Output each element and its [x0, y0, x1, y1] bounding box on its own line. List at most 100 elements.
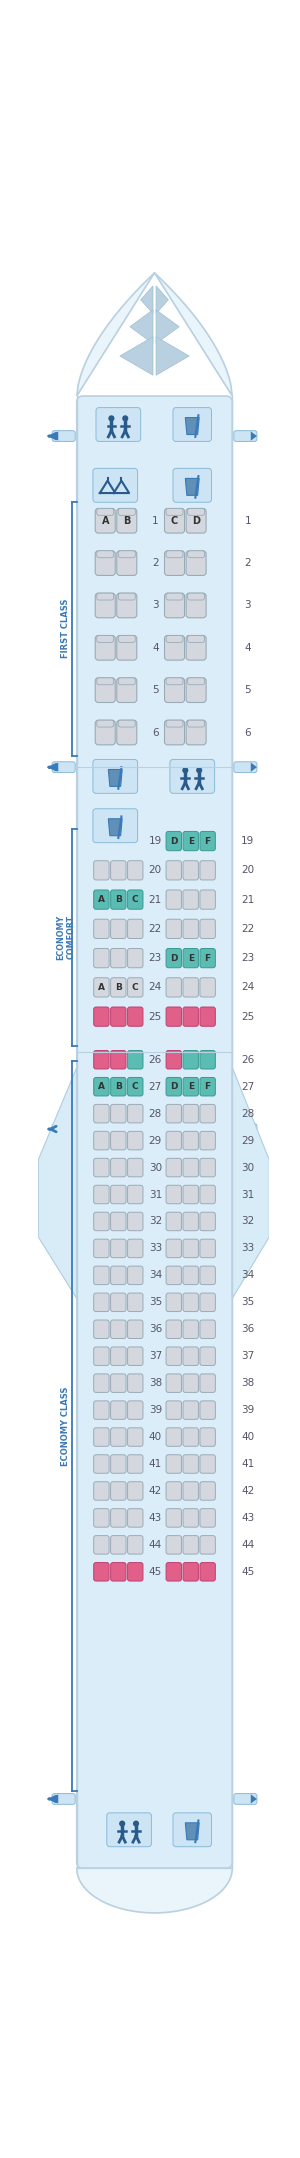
FancyBboxPatch shape [97, 509, 114, 516]
FancyBboxPatch shape [111, 1347, 126, 1366]
FancyBboxPatch shape [166, 978, 182, 997]
FancyBboxPatch shape [128, 1401, 143, 1420]
FancyBboxPatch shape [164, 678, 184, 704]
FancyBboxPatch shape [128, 1375, 143, 1392]
FancyBboxPatch shape [200, 889, 215, 909]
FancyBboxPatch shape [128, 1185, 143, 1204]
FancyBboxPatch shape [95, 634, 115, 660]
Polygon shape [108, 770, 122, 786]
Text: 42: 42 [149, 1487, 162, 1495]
Text: 36: 36 [149, 1325, 162, 1334]
FancyBboxPatch shape [166, 509, 183, 516]
FancyBboxPatch shape [200, 1185, 215, 1204]
Text: F: F [205, 837, 211, 846]
FancyBboxPatch shape [111, 1321, 126, 1338]
Polygon shape [52, 762, 58, 773]
FancyBboxPatch shape [94, 1131, 109, 1150]
FancyBboxPatch shape [94, 1267, 109, 1284]
FancyBboxPatch shape [111, 1131, 126, 1150]
FancyBboxPatch shape [128, 919, 143, 939]
FancyBboxPatch shape [183, 1239, 198, 1258]
FancyBboxPatch shape [95, 678, 115, 704]
Polygon shape [156, 285, 168, 313]
FancyBboxPatch shape [183, 1347, 198, 1366]
FancyBboxPatch shape [200, 1347, 215, 1366]
FancyBboxPatch shape [111, 861, 126, 880]
FancyBboxPatch shape [128, 1008, 143, 1027]
FancyBboxPatch shape [166, 1008, 182, 1027]
FancyBboxPatch shape [52, 1793, 75, 1804]
FancyBboxPatch shape [200, 1321, 215, 1338]
FancyBboxPatch shape [128, 1267, 143, 1284]
Text: F: F [205, 954, 211, 962]
FancyBboxPatch shape [183, 1077, 198, 1096]
FancyBboxPatch shape [111, 950, 126, 967]
FancyBboxPatch shape [186, 721, 206, 745]
Text: A: A [98, 1081, 105, 1092]
FancyBboxPatch shape [128, 1213, 143, 1230]
Text: 3: 3 [152, 600, 159, 611]
FancyBboxPatch shape [77, 397, 232, 1869]
FancyBboxPatch shape [166, 1051, 182, 1068]
FancyBboxPatch shape [95, 721, 115, 745]
FancyBboxPatch shape [183, 1008, 198, 1027]
FancyBboxPatch shape [111, 1185, 126, 1204]
Text: C: C [171, 516, 178, 527]
Circle shape [108, 414, 115, 421]
FancyBboxPatch shape [94, 1454, 109, 1474]
FancyBboxPatch shape [94, 1008, 109, 1027]
Text: 41: 41 [149, 1459, 162, 1470]
FancyBboxPatch shape [188, 634, 205, 643]
Text: F: F [205, 1081, 211, 1092]
Text: 33: 33 [149, 1243, 162, 1254]
FancyBboxPatch shape [94, 861, 109, 880]
FancyBboxPatch shape [173, 1813, 212, 1847]
FancyBboxPatch shape [200, 1429, 215, 1446]
FancyBboxPatch shape [94, 1536, 109, 1554]
Text: 6: 6 [152, 727, 159, 738]
FancyBboxPatch shape [128, 950, 143, 967]
Text: C: C [132, 1081, 139, 1092]
Text: 25: 25 [149, 1012, 162, 1021]
FancyBboxPatch shape [128, 1508, 143, 1528]
Text: 20: 20 [149, 865, 162, 876]
Text: 19: 19 [149, 835, 162, 846]
FancyBboxPatch shape [173, 468, 212, 503]
FancyBboxPatch shape [94, 978, 109, 997]
Text: 44: 44 [149, 1541, 162, 1549]
FancyBboxPatch shape [95, 509, 115, 533]
Polygon shape [52, 432, 58, 440]
Text: 24: 24 [149, 982, 162, 993]
FancyBboxPatch shape [111, 1401, 126, 1420]
FancyBboxPatch shape [128, 1131, 143, 1150]
Text: 35: 35 [241, 1297, 254, 1308]
FancyBboxPatch shape [111, 978, 126, 997]
FancyBboxPatch shape [128, 1077, 143, 1096]
FancyBboxPatch shape [128, 1483, 143, 1500]
FancyBboxPatch shape [94, 889, 109, 909]
Text: 21: 21 [149, 896, 162, 904]
FancyBboxPatch shape [200, 1105, 215, 1122]
Text: B: B [123, 516, 130, 527]
Text: 21: 21 [241, 896, 254, 904]
FancyBboxPatch shape [94, 1293, 109, 1312]
FancyBboxPatch shape [111, 1483, 126, 1500]
FancyBboxPatch shape [93, 760, 138, 794]
FancyBboxPatch shape [166, 1131, 182, 1150]
Text: 5: 5 [244, 684, 251, 695]
FancyBboxPatch shape [183, 1185, 198, 1204]
FancyBboxPatch shape [128, 889, 143, 909]
Text: 37: 37 [149, 1351, 162, 1362]
FancyBboxPatch shape [183, 950, 198, 967]
FancyBboxPatch shape [118, 721, 135, 727]
FancyBboxPatch shape [166, 919, 182, 939]
Polygon shape [185, 479, 199, 496]
FancyBboxPatch shape [183, 861, 198, 880]
Polygon shape [52, 1793, 58, 1804]
Polygon shape [251, 1124, 257, 1133]
FancyBboxPatch shape [188, 593, 205, 600]
FancyBboxPatch shape [94, 1562, 109, 1582]
FancyBboxPatch shape [93, 468, 138, 503]
FancyBboxPatch shape [118, 550, 135, 557]
FancyBboxPatch shape [164, 593, 184, 617]
